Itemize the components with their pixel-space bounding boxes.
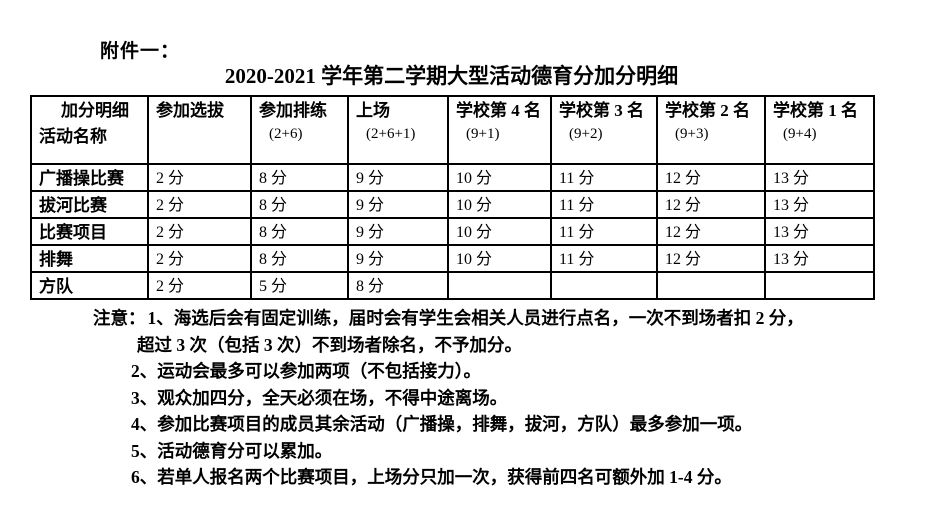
header-sub: (2+6+1) xyxy=(366,126,416,142)
table-row-paiwu: 排舞 2 分 8 分 9 分 10 分 11 分 12 分 13 分 xyxy=(30,244,875,273)
score-cell: 13 分 xyxy=(764,244,875,273)
table-header-row: 加分明细 活动名称 参加选拔 参加排练 (2+6) 上场 (2+6+1) 学校第… xyxy=(30,95,875,165)
header-cell-pailian: 参加排练 (2+6) xyxy=(250,95,349,165)
header-label: 学校第 4 名 xyxy=(456,101,541,120)
score-cell: 9 分 xyxy=(347,217,449,246)
score-cell: 12 分 xyxy=(656,217,766,246)
score-cell: 10 分 xyxy=(447,163,552,192)
header-sub: (9+1) xyxy=(466,126,500,142)
table-row-fangdui: 方队 2 分 5 分 8 分 xyxy=(30,271,875,300)
header-label: 学校第 3 名 xyxy=(559,101,644,120)
header-cell-shangchang: 上场 (2+6+1) xyxy=(347,95,449,165)
score-cell: 12 分 xyxy=(656,163,766,192)
note-line-4: 4、参加比赛项目的成员其余活动（广播操，排舞，拔河，方队）最多参加一项。 xyxy=(131,414,753,434)
score-cell: 10 分 xyxy=(447,244,552,273)
row-name-cell: 比赛项目 xyxy=(30,217,149,246)
header-label: 参加排练 xyxy=(259,101,327,120)
row-name-cell: 拔河比赛 xyxy=(30,190,149,219)
header-cell-rank1: 学校第 1 名 (9+4) xyxy=(764,95,875,165)
score-cell xyxy=(550,271,658,300)
score-cell: 9 分 xyxy=(347,163,449,192)
note-line-2: 2、运动会最多可以参加两项（不包括接力）。 xyxy=(131,361,481,381)
score-cell: 12 分 xyxy=(656,244,766,273)
score-cell: 2 分 xyxy=(147,190,252,219)
note-line-5: 5、活动德育分可以累加。 xyxy=(131,440,333,461)
header-label: 上场 xyxy=(356,101,390,120)
score-cell: 11 分 xyxy=(550,244,658,273)
document-title: 2020-2021 学年第二学期大型活动德育分加分明细 xyxy=(224,64,679,88)
note-line-1-continued: 超过 3 次（包括 3 次）不到场者除名，不予加分。 xyxy=(137,334,522,355)
note-text: 1、海选后会有固定训练，届时会有学生会相关人员进行点名，一次不到场者扣 2 分， xyxy=(147,308,804,328)
score-cell: 12 分 xyxy=(656,190,766,219)
table-row-bahe: 拔河比赛 2 分 8 分 9 分 10 分 11 分 12 分 13 分 xyxy=(30,190,875,219)
header-sub: (9+2) xyxy=(569,126,603,142)
score-cell: 8 分 xyxy=(250,190,349,219)
header-cell-xuanba: 参加选拔 xyxy=(147,95,252,165)
score-cell: 9 分 xyxy=(347,244,449,273)
notes-label: 注意： xyxy=(93,308,146,328)
header-label: 参加选拔 xyxy=(156,101,224,120)
score-cell: 10 分 xyxy=(447,190,552,219)
score-cell: 11 分 xyxy=(550,217,658,246)
score-cell: 13 分 xyxy=(764,190,875,219)
note-line-1: 注意： 1、海选后会有固定训练，届时会有学生会相关人员进行点名，一次不到场者扣 2… xyxy=(93,305,905,332)
score-cell: 2 分 xyxy=(147,244,252,273)
corner-line-2: 活动名称 xyxy=(39,127,107,146)
header-cell-rank4: 学校第 4 名 (9+1) xyxy=(447,95,552,165)
header-label: 学校第 2 名 xyxy=(665,101,750,120)
header-cell-rank3: 学校第 3 名 (9+2) xyxy=(550,95,658,165)
score-cell: 13 分 xyxy=(764,163,875,192)
score-table: 加分明细 活动名称 参加选拔 参加排练 (2+6) 上场 (2+6+1) 学校第… xyxy=(30,95,875,300)
score-cell xyxy=(764,271,875,300)
corner-header-cell: 加分明细 活动名称 xyxy=(30,95,149,165)
score-cell: 8 分 xyxy=(250,163,349,192)
score-cell: 9 分 xyxy=(347,190,449,219)
notes-section: 注意： 1、海选后会有固定训练，届时会有学生会相关人员进行点名，一次不到场者扣 2… xyxy=(93,305,905,491)
note-line-3: 3、观众加四分，全天必须在场，不得中途离场。 xyxy=(131,387,508,408)
header-sub: (9+3) xyxy=(675,126,709,142)
score-cell: 11 分 xyxy=(550,190,658,219)
score-cell xyxy=(447,271,552,300)
attachment-label: 附件一： xyxy=(100,41,181,62)
score-cell: 2 分 xyxy=(147,271,252,300)
table-row-bisaixiangmu: 比赛项目 2 分 8 分 9 分 10 分 11 分 12 分 13 分 xyxy=(30,217,875,246)
score-cell: 2 分 xyxy=(147,163,252,192)
corner-line-1: 加分明细 xyxy=(61,101,129,120)
header-cell-rank2: 学校第 2 名 (9+3) xyxy=(656,95,766,165)
score-cell: 8 分 xyxy=(250,217,349,246)
score-cell xyxy=(656,271,766,300)
score-cell: 5 分 xyxy=(250,271,349,300)
table-row-guangbocao: 广播操比赛 2 分 8 分 9 分 10 分 11 分 12 分 13 分 xyxy=(30,163,875,192)
row-name-cell: 广播操比赛 xyxy=(30,163,149,192)
score-cell: 11 分 xyxy=(550,163,658,192)
row-name-cell: 排舞 xyxy=(30,244,149,273)
row-name-cell: 方队 xyxy=(30,271,149,300)
header-sub: (2+6) xyxy=(269,126,303,142)
score-cell: 8 分 xyxy=(347,271,449,300)
score-cell: 10 分 xyxy=(447,217,552,246)
score-cell: 13 分 xyxy=(764,217,875,246)
header-label: 学校第 1 名 xyxy=(773,101,858,120)
score-cell: 8 分 xyxy=(250,244,349,273)
score-cell: 2 分 xyxy=(147,217,252,246)
note-line-6: 6、若单人报名两个比赛项目，上场分只加一次，获得前四名可额外加 1-4 分。 xyxy=(131,467,732,487)
header-sub: (9+4) xyxy=(783,126,817,142)
